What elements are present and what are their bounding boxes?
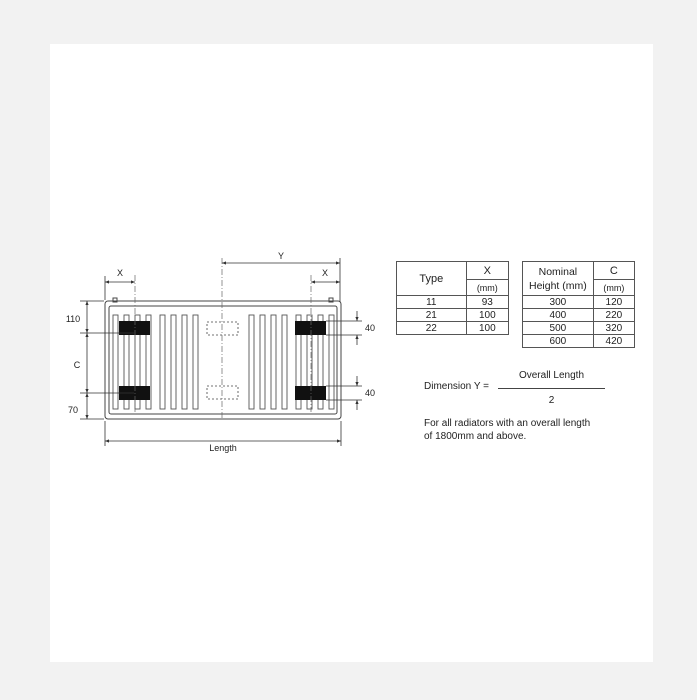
formula-fraction-line bbox=[498, 388, 605, 389]
table-cell: 21 bbox=[396, 308, 467, 322]
table-cell: 400 bbox=[522, 308, 594, 322]
radiator-body bbox=[104, 297, 342, 420]
c-header: C bbox=[592, 261, 636, 280]
nominal-height-header: Nominal Height (mm) bbox=[522, 261, 594, 296]
length-label: Length bbox=[209, 443, 237, 453]
x-header: X bbox=[465, 261, 510, 280]
table-cell: 100 bbox=[465, 321, 510, 335]
length-dimension bbox=[104, 421, 342, 446]
radiator-fins bbox=[112, 314, 335, 410]
dim-40-bottom-label: 40 bbox=[365, 388, 375, 398]
table-cell: 300 bbox=[522, 295, 594, 309]
bracket-bottom-right bbox=[295, 386, 326, 400]
note-line1: For all radiators with an overall length bbox=[424, 418, 591, 429]
x-right-label: X bbox=[322, 268, 328, 278]
dim-c-label: C bbox=[74, 360, 81, 370]
type-header: Type bbox=[396, 261, 467, 296]
centre-lines bbox=[134, 258, 312, 418]
x-dimensions bbox=[104, 276, 340, 300]
height-c-table: Nominal Height (mm) C (mm) 300 120 400 2… bbox=[522, 261, 636, 348]
length-note: For all radiators with an overall length… bbox=[424, 417, 590, 443]
table-cell: 100 bbox=[465, 308, 510, 322]
dim-40-top-label: 40 bbox=[365, 323, 375, 333]
table-cell: 600 bbox=[522, 334, 594, 348]
x-left-label: X bbox=[117, 268, 123, 278]
right-dimension-chain bbox=[326, 311, 362, 410]
bracket-bottom-left bbox=[119, 386, 150, 400]
table-cell: 120 bbox=[592, 295, 636, 309]
c-unit-header: (mm) bbox=[592, 279, 636, 296]
x-unit-header: (mm) bbox=[465, 279, 510, 296]
table-cell: 22 bbox=[396, 321, 467, 335]
dim-70-label: 70 bbox=[68, 405, 78, 415]
bracket-top-left bbox=[119, 321, 150, 335]
nominal-line1: Nominal bbox=[538, 265, 578, 278]
bracket-top-right bbox=[295, 321, 326, 335]
wall-brackets bbox=[119, 321, 326, 400]
table-cell: 220 bbox=[592, 308, 636, 322]
optional-brackets bbox=[206, 321, 239, 400]
formula-label: Dimension Y = bbox=[424, 381, 489, 392]
note-line2: of 1800mm and above. bbox=[424, 431, 527, 442]
table-cell: 420 bbox=[592, 334, 636, 348]
type-x-table: Type X (mm) 11 93 21 100 22 100 bbox=[396, 261, 510, 335]
content-card bbox=[50, 44, 653, 662]
nominal-line2: Height (mm) bbox=[528, 279, 587, 292]
table-cell: 93 bbox=[465, 295, 510, 309]
formula-numerator: Overall Length bbox=[518, 370, 585, 381]
table-cell: 500 bbox=[522, 321, 594, 335]
table-cell: 11 bbox=[396, 295, 467, 309]
y-dimension bbox=[222, 258, 341, 302]
formula-denominator: 2 bbox=[548, 395, 555, 406]
dim-110-label: 110 bbox=[66, 314, 80, 324]
table-cell: 320 bbox=[592, 321, 636, 335]
left-dimension-chain bbox=[80, 300, 134, 420]
y-label: Y bbox=[278, 251, 284, 261]
